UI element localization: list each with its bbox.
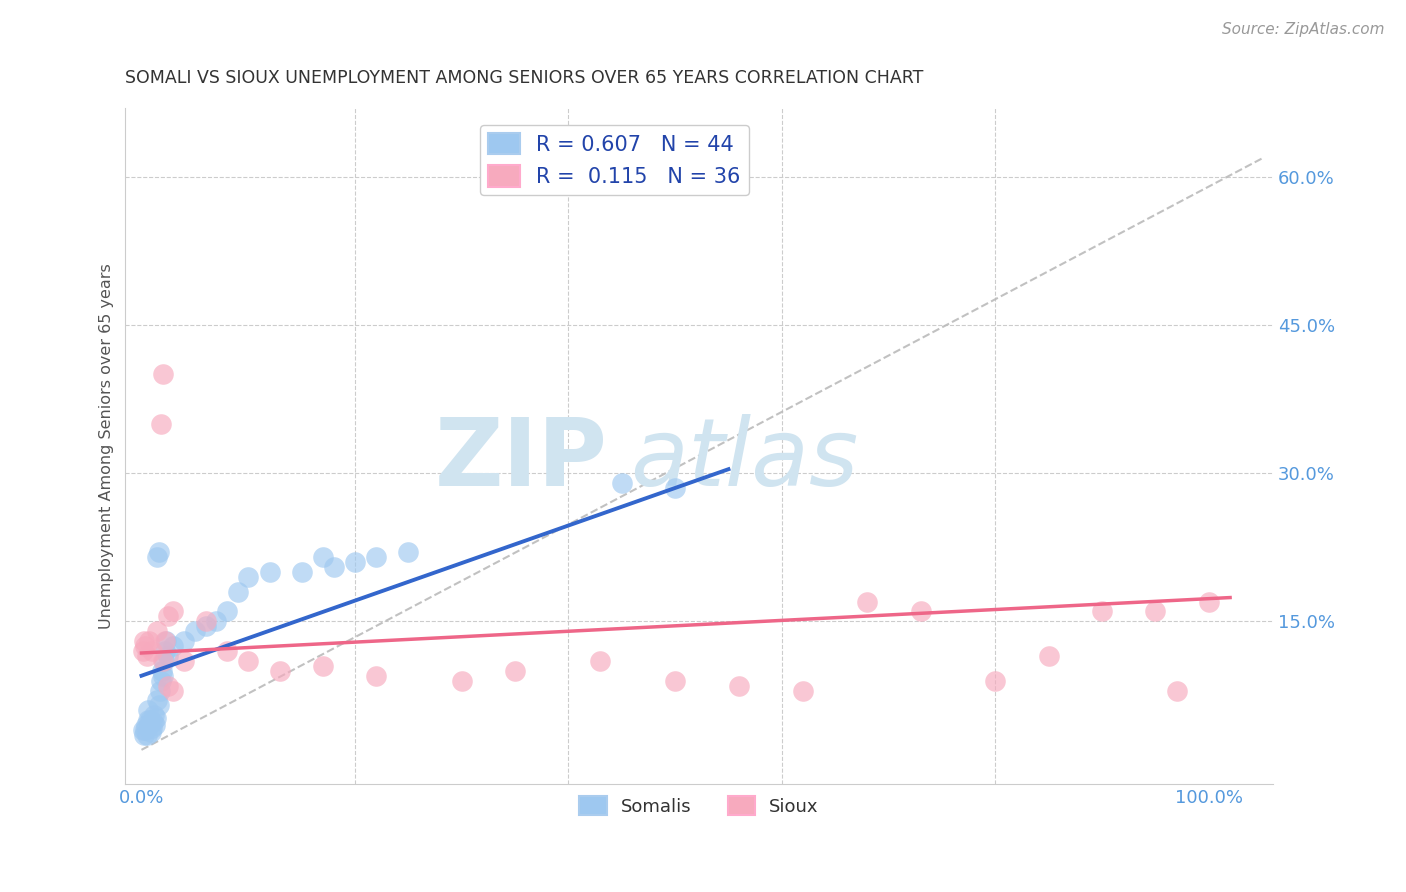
Point (138, 718, 160, 732)
Point (149, 417, 172, 431)
Point (142, 715, 165, 730)
Point (152, 669, 174, 683)
Point (184, 624, 207, 639)
Point (132, 728, 155, 742)
Point (150, 664, 173, 678)
Point (366, 550, 388, 565)
Text: atlas: atlas (630, 414, 859, 505)
Point (146, 693, 169, 707)
Point (792, 683, 814, 698)
Point (131, 723, 153, 737)
Point (259, 565, 281, 579)
Point (269, 664, 291, 678)
Point (215, 605, 238, 619)
Point (1038, 648, 1060, 663)
Point (152, 368, 174, 382)
Point (152, 654, 174, 668)
Point (146, 624, 169, 639)
Text: ZIP: ZIP (434, 414, 607, 506)
Point (146, 550, 169, 565)
Point (226, 584, 249, 599)
Point (238, 654, 260, 668)
Point (135, 648, 157, 663)
Point (139, 713, 162, 727)
Point (312, 658, 335, 673)
Point (134, 723, 156, 737)
Point (153, 634, 176, 648)
Point (141, 644, 163, 658)
Point (143, 708, 166, 723)
Point (728, 679, 751, 693)
Point (1144, 605, 1167, 619)
Point (205, 615, 228, 629)
Point (215, 644, 238, 658)
Point (322, 560, 344, 574)
Point (143, 718, 166, 732)
Point (984, 673, 1007, 688)
Point (343, 555, 366, 569)
Point (162, 639, 184, 653)
Point (396, 545, 419, 559)
Y-axis label: Unemployment Among Seniors over 65 years: Unemployment Among Seniors over 65 years (100, 263, 114, 629)
Point (194, 619, 217, 633)
Legend: Somalis, Sioux: Somalis, Sioux (572, 789, 825, 822)
Point (138, 634, 160, 648)
Point (162, 683, 184, 698)
Point (610, 476, 633, 491)
Point (141, 721, 163, 735)
Text: SOMALI VS SIOUX UNEMPLOYMENT AMONG SENIORS OVER 65 YEARS CORRELATION CHART: SOMALI VS SIOUX UNEMPLOYMENT AMONG SENIO… (125, 69, 924, 87)
Point (664, 481, 686, 495)
Point (134, 639, 156, 653)
Point (135, 718, 157, 732)
Point (136, 703, 159, 717)
Point (290, 565, 312, 579)
Point (148, 545, 170, 559)
Point (136, 713, 159, 727)
Point (153, 654, 176, 668)
Point (312, 550, 335, 565)
Point (155, 634, 177, 648)
Point (148, 698, 170, 713)
Point (856, 594, 879, 608)
Point (145, 711, 167, 725)
Point (173, 634, 195, 648)
Point (139, 725, 162, 739)
Point (157, 648, 180, 663)
Point (503, 664, 526, 678)
Point (366, 669, 388, 683)
Point (157, 679, 180, 693)
Point (162, 605, 184, 619)
Point (131, 644, 153, 658)
Point (1198, 594, 1220, 608)
Point (1166, 683, 1188, 698)
Point (135, 728, 157, 742)
Point (238, 570, 260, 584)
Point (153, 644, 176, 658)
Point (450, 673, 472, 688)
Point (149, 683, 172, 698)
Point (173, 654, 195, 668)
Point (589, 654, 612, 668)
Point (157, 609, 180, 624)
Point (132, 634, 155, 648)
Point (149, 673, 172, 688)
Point (910, 605, 932, 619)
Text: Source: ZipAtlas.com: Source: ZipAtlas.com (1222, 22, 1385, 37)
Point (194, 615, 217, 629)
Point (664, 673, 686, 688)
Point (1091, 605, 1114, 619)
